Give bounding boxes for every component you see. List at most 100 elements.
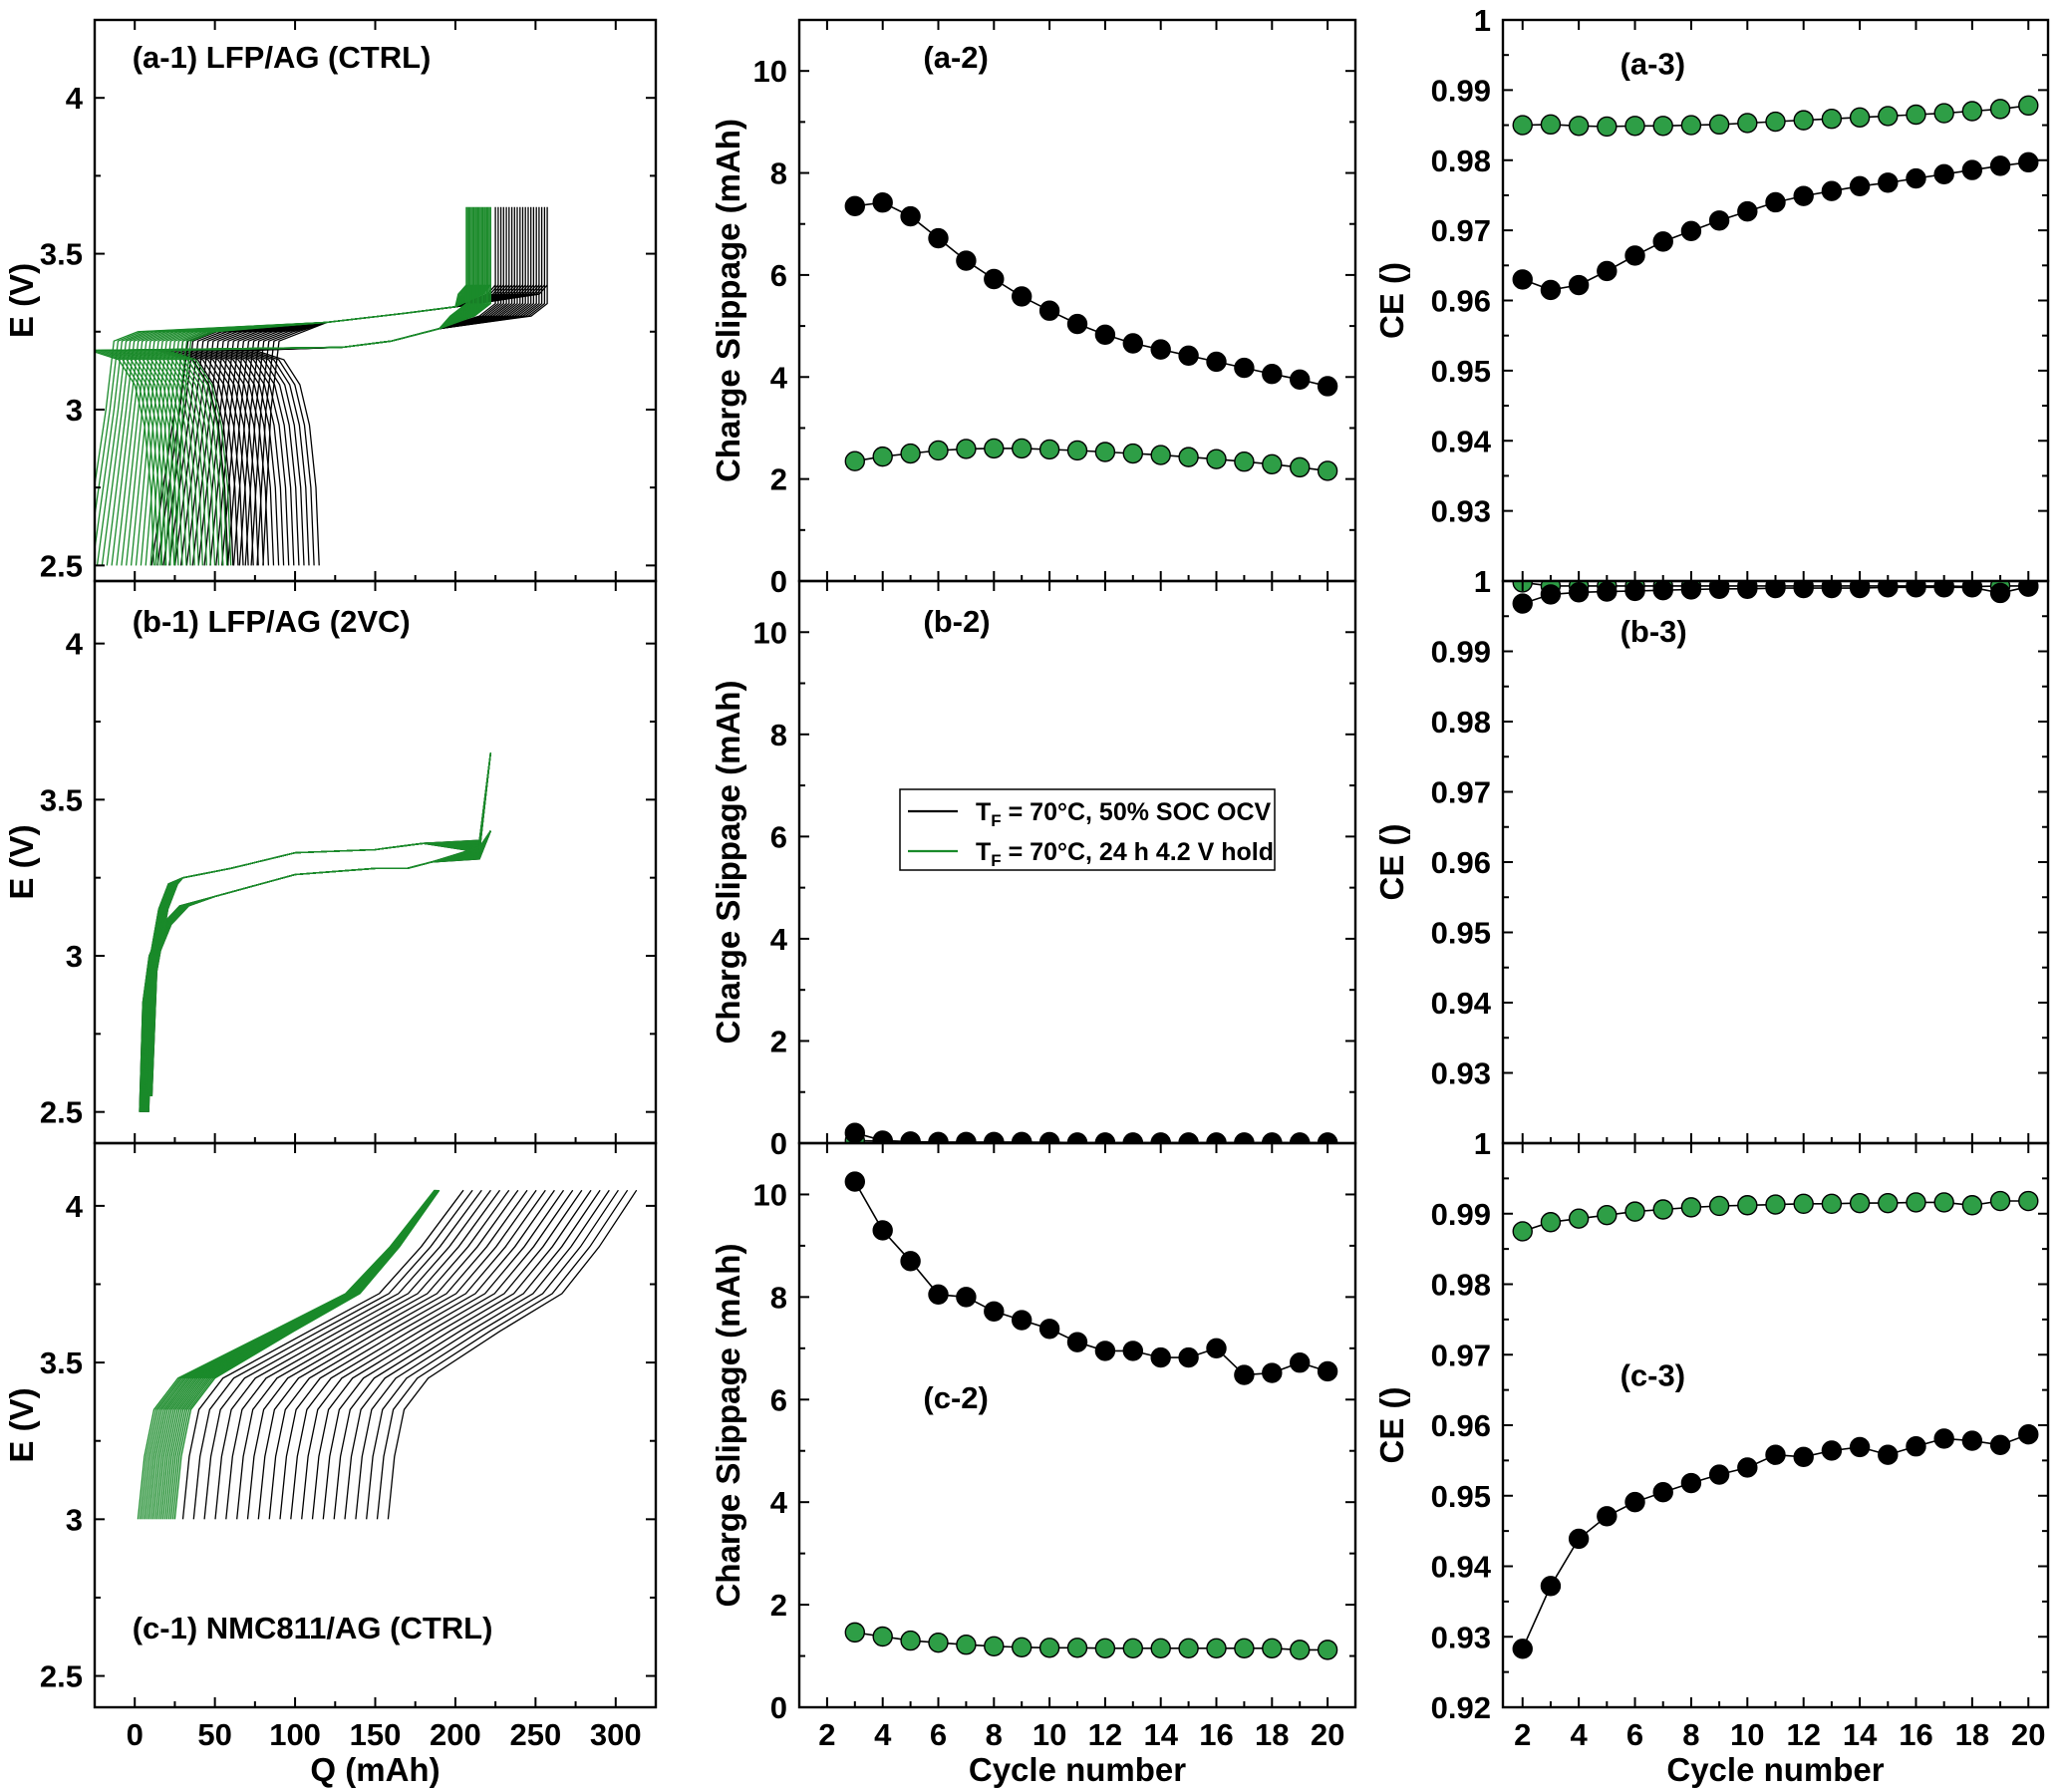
data-point-c-2-0 bbox=[1038, 1319, 1060, 1340]
series-line-a-2-1 bbox=[854, 448, 1328, 472]
data-point-c-2-0 bbox=[900, 1251, 921, 1272]
voltage-curve-a-1 bbox=[249, 206, 499, 566]
data-point-a-3-1 bbox=[1821, 109, 1843, 130]
panel-tag-c-1: (c-1) NMC811/AG (CTRL) bbox=[133, 1611, 493, 1645]
y-tick-label-b-3: 0.96 bbox=[1431, 845, 1491, 880]
y-tick-label-b-1: 3.5 bbox=[40, 782, 83, 817]
data-point-a-3-1 bbox=[1878, 106, 1899, 127]
panel-tag-c-2: (c-2) bbox=[923, 1380, 988, 1415]
data-point-a-3-1 bbox=[1624, 116, 1645, 137]
y-tick-label-a-3: 0.94 bbox=[1431, 424, 1492, 458]
charge-curve-b-1 bbox=[147, 752, 491, 1097]
y-tick-label-b-3: 0.97 bbox=[1431, 775, 1491, 810]
y-tick-label-b-3: 0.95 bbox=[1431, 916, 1491, 951]
data-point-a-2-1 bbox=[900, 443, 921, 464]
plot-frame-b-1 bbox=[93, 579, 658, 1145]
data-point-c-2-1 bbox=[1066, 1638, 1088, 1658]
y-tick-label-b-2: 2 bbox=[770, 1024, 787, 1058]
voltage-curve-c-1 bbox=[311, 1189, 574, 1520]
data-point-c-2-0 bbox=[1011, 1310, 1032, 1331]
x-tick-label-c-2: 12 bbox=[1088, 1717, 1122, 1752]
data-point-b-3-0 bbox=[1821, 581, 1843, 599]
data-point-a-2-1 bbox=[1178, 447, 1199, 467]
data-point-a-3-0 bbox=[1680, 220, 1702, 242]
y-tick-label-b-2: 0 bbox=[770, 1126, 787, 1161]
data-point-a-2-1 bbox=[1038, 439, 1060, 460]
charge-curve-b-1 bbox=[142, 752, 491, 1097]
data-point-a-3-0 bbox=[1624, 245, 1645, 266]
plot-frame-c-3 bbox=[1501, 1141, 2050, 1709]
charge-curve-b-1 bbox=[145, 752, 491, 1097]
data-point-a-3-0 bbox=[1737, 200, 1758, 222]
data-point-a-3-0 bbox=[1906, 167, 1926, 189]
y-tick-label-a-3: 0.93 bbox=[1431, 494, 1491, 529]
data-point-c-3-1 bbox=[1708, 1195, 1730, 1217]
panel-tag-b-1: (b-1) LFP/AG (2VC) bbox=[133, 604, 411, 639]
x-tick-label-c-3: 10 bbox=[1730, 1717, 1764, 1752]
panel-tag-c-3: (c-3) bbox=[1621, 1357, 1685, 1392]
y-axis-label-b-2: Charge Slippage (mAh) bbox=[710, 681, 746, 1045]
y-tick-label-a-1: 2.5 bbox=[40, 548, 83, 583]
data-point-c-2-1 bbox=[1178, 1638, 1199, 1659]
series-line-c-2-0 bbox=[854, 1181, 1328, 1376]
data-point-c-2-1 bbox=[956, 1635, 977, 1655]
plot-frame-a-2 bbox=[797, 18, 1357, 583]
x-tick-label-c-2: 20 bbox=[1311, 1717, 1344, 1752]
data-point-c-3-0 bbox=[1793, 1446, 1814, 1468]
data-point-a-3-1 bbox=[1793, 110, 1814, 131]
data-point-c-3-0 bbox=[1568, 1528, 1590, 1550]
y-tick-label-c-3: 0.98 bbox=[1431, 1268, 1491, 1303]
data-point-a-2-1 bbox=[1206, 448, 1227, 469]
data-point-a-3-0 bbox=[1512, 269, 1533, 290]
y-tick-label-a-1: 3 bbox=[66, 393, 83, 428]
data-point-c-2-1 bbox=[1206, 1638, 1227, 1659]
data-point-c-3-1 bbox=[1652, 1199, 1673, 1220]
data-point-c-2-1 bbox=[1038, 1638, 1060, 1658]
data-point-a-3-1 bbox=[1652, 116, 1673, 137]
data-point-c-3-1 bbox=[1961, 1195, 1983, 1216]
data-point-a-2-0 bbox=[1234, 357, 1255, 379]
plot-area-a-1 bbox=[95, 206, 548, 566]
data-point-c-3-1 bbox=[1680, 1197, 1702, 1218]
y-tick-label-a-3: 0.97 bbox=[1431, 213, 1491, 248]
data-point-a-2-1 bbox=[1317, 460, 1338, 481]
data-point-a-2-0 bbox=[900, 205, 921, 227]
charge-curve-b-1 bbox=[149, 752, 491, 1097]
plot-area-a-3 bbox=[1512, 95, 2039, 301]
data-point-c-3-1 bbox=[1765, 1194, 1786, 1215]
data-point-c-2-0 bbox=[1066, 1332, 1088, 1352]
data-point-b-3-0 bbox=[1708, 581, 1730, 599]
data-point-c-3-1 bbox=[1624, 1201, 1645, 1222]
data-point-a-3-0 bbox=[1765, 191, 1786, 213]
data-point-a-2-0 bbox=[956, 250, 977, 271]
data-point-a-3-0 bbox=[1821, 180, 1843, 201]
y-tick-label-a-2: 2 bbox=[770, 462, 787, 497]
legend: TF = 70°C, 50% SOC OCV TF = 70°C, 24 h 4.… bbox=[899, 788, 1276, 871]
data-point-a-2-1 bbox=[1066, 440, 1088, 461]
y-tick-label-c-3: 0.99 bbox=[1431, 1197, 1491, 1232]
y-tick-label-b-1: 2.5 bbox=[40, 1095, 83, 1130]
x-tick-label-c-1: 100 bbox=[269, 1717, 321, 1752]
x-tick-label-c-1: 50 bbox=[197, 1717, 231, 1752]
data-point-a-2-0 bbox=[1011, 286, 1032, 307]
x-tick-label-c-1: 0 bbox=[127, 1717, 144, 1752]
y-tick-label-c-1: 4 bbox=[66, 1189, 84, 1224]
y-tick-label-c-2: 4 bbox=[770, 1485, 788, 1520]
x-tick-label-c-3: 4 bbox=[1571, 1717, 1589, 1752]
y-tick-label-a-1: 3.5 bbox=[40, 237, 83, 272]
panel-tag-a-1: (a-1) LFP/AG (CTRL) bbox=[133, 40, 432, 75]
charge-curve-b-1 bbox=[147, 752, 491, 1097]
data-point-c-2-0 bbox=[1234, 1364, 1255, 1385]
data-point-a-2-0 bbox=[1094, 324, 1116, 345]
data-point-a-2-1 bbox=[1262, 453, 1283, 474]
panel-tag-b-3: (b-3) bbox=[1621, 614, 1687, 649]
charge-curve-b-1 bbox=[148, 752, 491, 1097]
data-point-a-2-1 bbox=[1234, 451, 1255, 472]
y-tick-label-c-3: 0.95 bbox=[1431, 1479, 1491, 1514]
charge-curve-b-1 bbox=[150, 752, 491, 1097]
y-axis-label-a-3: CE () bbox=[1373, 262, 1410, 339]
data-point-a-2-0 bbox=[1038, 300, 1060, 321]
data-point-c-3-0 bbox=[1597, 1506, 1618, 1527]
